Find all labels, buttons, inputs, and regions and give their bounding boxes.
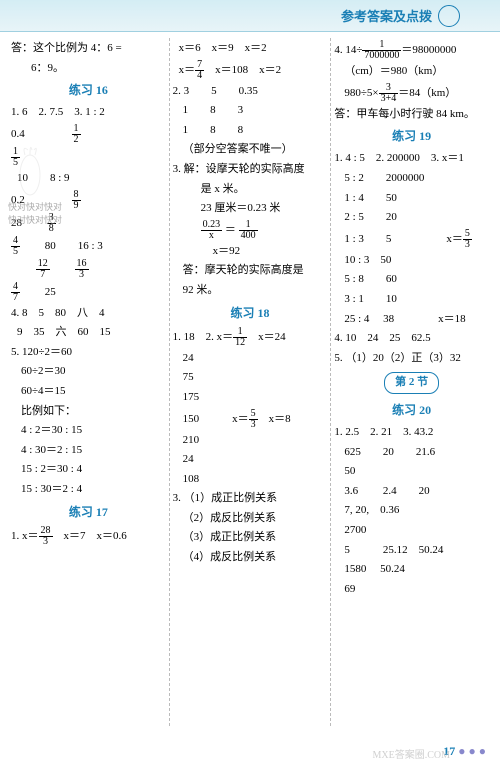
text-line: 2700 (334, 522, 489, 540)
text-line: 92 米。 (173, 282, 328, 300)
text-line: 50 (334, 463, 489, 481)
text-line: 175 (173, 389, 328, 407)
text-line: 4 : 2＝30 : 15 (11, 422, 166, 440)
text-line: 2 : 5 20 (334, 209, 489, 227)
text-line: 10 : 3 50 (334, 252, 489, 270)
text-line: 15 : 30＝2 : 4 (11, 481, 166, 499)
text-line: （4）成反比例关系 (173, 549, 328, 567)
section-title-19: 练习 19 (334, 127, 489, 146)
content-area: 答：这个比例为 4：6 = 6：9。 练习 16 1. 6 2. 7.5 3. … (0, 32, 500, 732)
text-line: 比例如下： (11, 403, 166, 421)
text-line: （3）成正比例关系 (173, 529, 328, 547)
text-line: 3.6 2.4 20 (334, 483, 489, 501)
text-line: 45 80 16 : 3 (11, 236, 166, 257)
watermark-text: 快对快对快对 快对快对快对 (8, 200, 62, 226)
section-title-16: 练习 16 (11, 81, 166, 100)
section-title-20: 练习 20 (334, 401, 489, 420)
section-title-18: 练习 18 (173, 304, 328, 323)
text-line: 127 163 (11, 259, 166, 280)
text-line: 3 : 1 10 (334, 291, 489, 309)
text-line: 5 : 2 2000000 (334, 170, 489, 188)
text-line: 4. 10 24 25 62.5 (334, 330, 489, 348)
text-line: 1 : 3 5 x＝53 (334, 229, 489, 250)
carrot-icon (10, 140, 50, 200)
text-line: 210 (173, 432, 328, 450)
text-line: 4. 8 5 80 八 4 (11, 305, 166, 323)
text-line: 5 : 8 60 (334, 271, 489, 289)
text-line: 2. 3 5 0.35 (173, 83, 328, 101)
column-2: x＝6 x＝9 x＝2 x＝74 x＝108 x＝2 2. 3 5 0.35 1… (169, 38, 331, 726)
text-line: 3. （1）成正比例关系 (173, 490, 328, 508)
text-line: 1. x＝283 x＝7 x＝0.6 (11, 526, 166, 547)
text-line: 60÷2＝30 (11, 363, 166, 381)
text-line: 1. 2.5 2. 21 3. 43.2 (334, 424, 489, 442)
text-line: 980÷5×33+4＝84（km） (334, 83, 489, 104)
text-line: x＝92 (173, 243, 328, 261)
text-line: 625 20 21.6 (334, 444, 489, 462)
text-line: 1. 4 : 5 2. 200000 3. x＝1 (334, 150, 489, 168)
section-title-17: 练习 17 (11, 503, 166, 522)
text-line: 47 25 (11, 282, 166, 303)
text-line: 15 : 2＝30 : 4 (11, 461, 166, 479)
text-line: 75 (173, 369, 328, 387)
text-line: 7, 20, 0.36 (334, 502, 489, 520)
text-line: 3. 解：设摩天轮的实际高度 (173, 161, 328, 179)
text-line: 108 (173, 471, 328, 489)
text-line: 6：9。 (11, 60, 166, 78)
text-line: 1. 6 2. 7.5 3. 1 : 2 (11, 104, 166, 122)
text-line: 0.23x ＝ 1400 (173, 220, 328, 241)
section-2-box: 第 2 节 (334, 369, 489, 397)
text-line: 5. （1）20（2）正（3）32 (334, 350, 489, 368)
text-line: 69 (334, 581, 489, 599)
text-line: 1 8 3 (173, 102, 328, 120)
text-line: 5 25.12 50.24 (334, 542, 489, 560)
column-3: 4. 14÷17000000＝98000000 （cm）＝980（km） 980… (330, 38, 492, 726)
text-line: 5. 120÷2＝60 (11, 344, 166, 362)
text-line: 4. 14÷17000000＝98000000 (334, 40, 489, 61)
text-line: 24 (173, 350, 328, 368)
text-line: （cm）＝980（km） (334, 63, 489, 81)
page-header: 参考答案及点拨 (0, 0, 500, 32)
text-line: 24 (173, 451, 328, 469)
text-line: 9 35 六 60 15 (11, 324, 166, 342)
text-line: 1580 50.24 (334, 561, 489, 579)
text-line: 4 : 30＝2 : 15 (11, 442, 166, 460)
text-line: 1 8 8 (173, 122, 328, 140)
text-line: 是 x 米。 (173, 181, 328, 199)
header-icon (438, 5, 460, 27)
text-line: 1 : 4 50 (334, 190, 489, 208)
text-line: （部分空答案不唯一） (173, 141, 328, 159)
text-line: （2）成反比例关系 (173, 510, 328, 528)
text-line: 答：摩天轮的实际高度是 (173, 262, 328, 280)
header-title: 参考答案及点拨 (341, 6, 432, 25)
text-line: x＝6 x＝9 x＝2 (173, 40, 328, 58)
text-line: x＝74 x＝108 x＝2 (173, 60, 328, 81)
text-line: 23 厘米＝0.23 米 (173, 200, 328, 218)
bottom-watermark: MXE答案圈.COM (372, 746, 450, 761)
text-line: 150 x＝53 x＝8 (173, 409, 328, 430)
text-line: 答：甲车每小时行驶 84 km。 (334, 106, 489, 124)
text-line: 答：这个比例为 4：6 = (11, 40, 166, 58)
text-line: 1. 18 2. x＝112 x＝24 (173, 327, 328, 348)
text-line: 25 : 4 38 x＝18 (334, 311, 489, 329)
text-line: 60÷4＝15 (11, 383, 166, 401)
